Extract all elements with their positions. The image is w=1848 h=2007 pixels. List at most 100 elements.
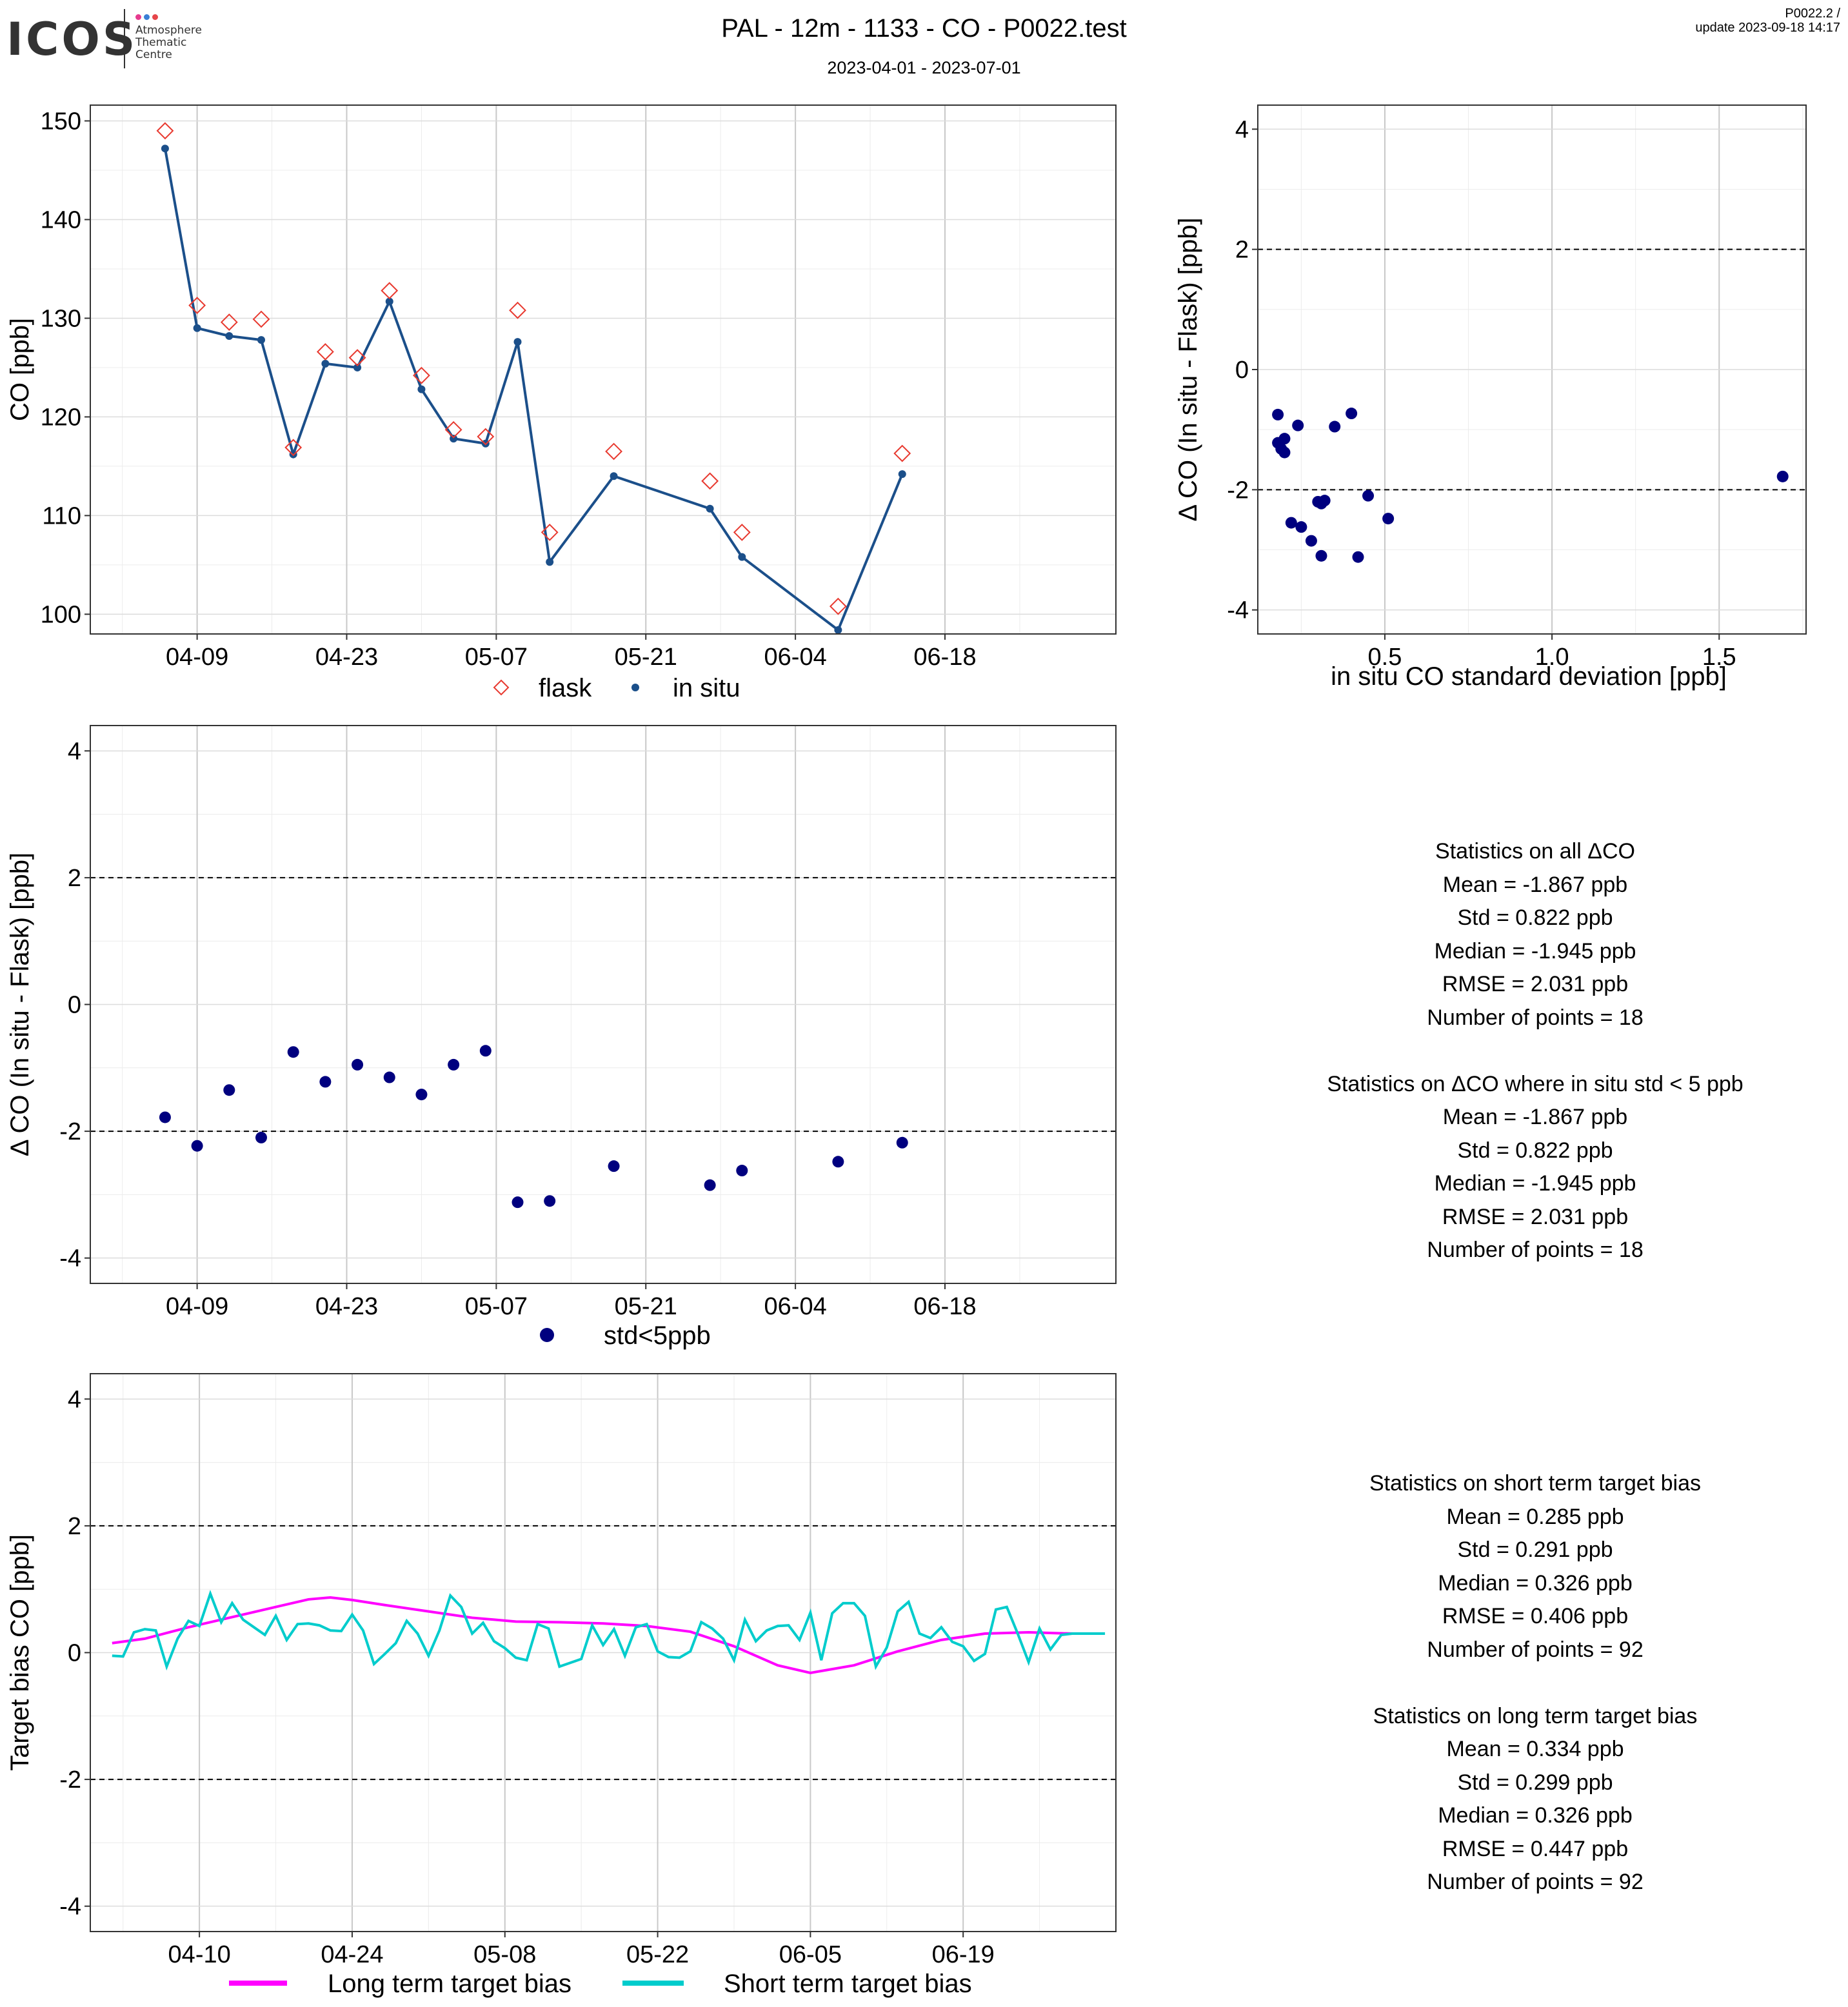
scatter-point [1315,549,1327,562]
stats-line: Statistics on all ΔCO [1435,839,1635,864]
insitu-point [898,470,906,479]
y-axis-label: Target bias CO [ppb] [6,1534,34,1771]
x-tick-label: 05-21 [615,644,677,671]
version-line: update 2023-09-18 14:17 [1695,21,1840,35]
scatter-point [1278,433,1291,445]
x-tick-label: 04-23 [315,1293,378,1320]
y-tick-label: 140 [41,206,81,233]
insitu-point [417,385,426,393]
delta-point [736,1165,748,1177]
flask-point [733,524,751,541]
delta-point [896,1136,908,1149]
y-tick-label: 100 [41,601,81,628]
stats-line: Number of points = 92 [1427,1870,1644,1894]
insitu-point [513,338,522,346]
legend-label: std<5ppb [604,1321,711,1350]
y-axis-label: Δ CO (In situ - Flask) [ppb] [1174,217,1202,521]
x-tick-label: 04-09 [166,644,228,671]
delta-point [512,1196,524,1209]
logo-dots-icon [135,12,161,23]
flask-point [893,444,911,462]
y-tick-label: -2 [59,1118,81,1145]
insitu-point [193,324,201,332]
delta-point [191,1140,203,1152]
logo-sub-line: Centre [135,48,172,61]
insitu-point [546,558,554,566]
legend-insitu-key [631,684,639,691]
x-tick-label: 05-08 [473,1941,536,1968]
plot-border [90,725,1117,1284]
legend-label: in situ [673,674,740,702]
x-tick-label: 04-23 [315,644,378,671]
scatter-point [1295,521,1307,533]
insitu-point [225,331,233,340]
short-term-bias-line [112,1590,1106,1671]
delta-point [287,1046,299,1058]
co-timeseries-chart: 04-09 04-23 05-07 05-21 06-04 06-18 100 110 120 1… [6,104,1117,702]
y-axis-label: Δ CO (In situ - Flask) [ppb] [6,853,34,1156]
flask-point [252,310,270,328]
flask-point [413,366,430,384]
flask-point [284,439,303,457]
y-tick-label: 2 [1235,237,1249,264]
scatter-point [1352,551,1364,563]
delta-point [415,1089,428,1101]
x-tick-label: 06-19 [932,1941,995,1968]
y-tick-label: 4 [68,1386,81,1413]
insitu-line [163,148,904,633]
plot-border [1257,104,1807,635]
x-tick-label: 04-09 [166,1293,228,1320]
scatter-point [1346,408,1358,420]
delta-point [255,1131,267,1143]
delta-timeseries-chart: 04-09 04-23 05-07 05-21 06-04 06-18 -4 -2 0 2 4 Δ C… [6,725,1117,1350]
y-tick-label: 110 [42,502,81,529]
flask-point [381,282,399,300]
y-axis-label: CO [ppb] [6,318,34,421]
x-tick-label: 05-21 [615,1293,677,1320]
y-tick-label: 0 [1235,357,1249,384]
y-tick-label: 130 [41,305,81,332]
delta-point [319,1076,332,1088]
x-tick-label: 06-05 [779,1941,842,1968]
flask-point [509,301,526,319]
delta-point [383,1071,395,1083]
logo-sub-line: Thematic [135,36,187,49]
x-tick-label: 1.5 [1702,644,1736,671]
stats-line: Median = -1.945 ppb [1434,938,1636,964]
stats-line: Median = -1.945 ppb [1434,1171,1636,1196]
y-tick-label: 4 [1235,116,1249,143]
scatter-point [1285,517,1297,529]
stats-line: Std = 0.822 ppb [1457,905,1613,930]
stats-line: RMSE = 2.031 ppb [1442,972,1629,996]
stats-line: Std = 0.822 ppb [1457,1138,1613,1163]
stats-spacer [1213,1666,1848,1700]
insitu-point [353,363,362,371]
stats-spacer [1213,1034,1848,1068]
flask-point [316,343,334,361]
x-tick-label: 06-18 [913,1293,976,1320]
scatter-point [1292,419,1304,431]
version-info: P0022.2 / update 2023-09-18 14:17 [1695,6,1840,35]
plot-border [90,1373,1117,1932]
y-tick-label: -2 [59,1766,81,1794]
stats-line: Number of points = 92 [1427,1637,1644,1662]
y-tick-label: 0 [68,1640,81,1667]
scatter-point [1318,495,1331,507]
stats-line: Std = 0.291 ppb [1457,1537,1613,1562]
y-tick-label: 150 [41,108,81,135]
insitu-point [738,553,746,561]
y-tick-label: -4 [59,1245,81,1272]
y-tick-label: -2 [1227,477,1249,504]
target-bias-statistics: Statistics on short term target bias Mean… [1213,1467,1848,1899]
delta-point [159,1111,171,1123]
stats-line: Mean = -1.867 ppb [1442,1105,1628,1129]
x-tick-label: 04-24 [321,1941,383,1968]
y-tick-label: 2 [68,865,81,892]
delta-point [352,1058,364,1071]
scatter-point [1272,408,1284,420]
insitu-point [706,504,714,513]
flask-point [541,524,559,541]
y-tick-label: 0 [68,992,81,1019]
x-axis-label: in situ CO standard deviation [ppb] [1331,662,1727,691]
insitu-point [257,336,265,344]
